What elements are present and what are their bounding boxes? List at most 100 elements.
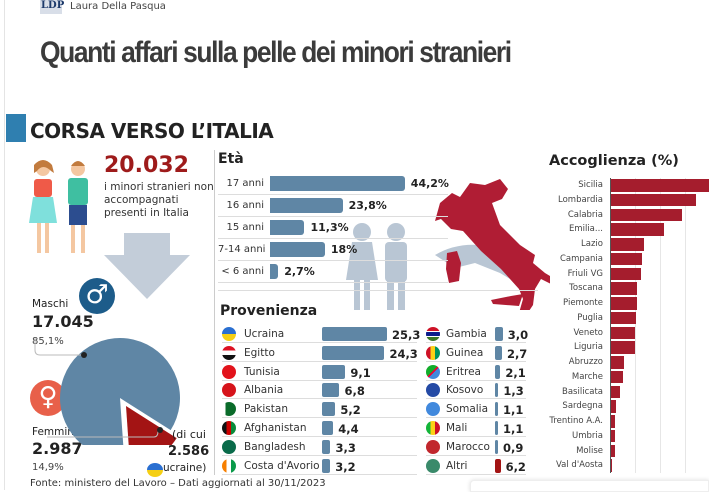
region-label: Sicilia (540, 180, 603, 190)
age-row-divider (218, 216, 448, 217)
region-label: Trentino A.A. (540, 416, 603, 426)
reception-chart-title: Accoglienza (%) (549, 153, 679, 169)
page-border (4, 0, 5, 490)
origin-row-divider (222, 342, 417, 343)
region-label: Abruzzo (540, 357, 603, 367)
region-bar (611, 238, 644, 251)
overlay-panel (470, 480, 709, 492)
origin-row-divider (426, 417, 526, 418)
origin-row-divider (426, 398, 526, 399)
author-name[interactable]: Laura Della Pasqua (70, 1, 166, 13)
female-leader-dot (157, 427, 163, 433)
region-bar (611, 327, 635, 340)
country-flag-icon (426, 402, 440, 416)
region-label: Calabria (540, 210, 603, 220)
ukraine-flag-icon (147, 463, 163, 477)
age-row-divider (218, 194, 448, 195)
region-label: Molise (540, 446, 603, 456)
origin-bar (322, 327, 387, 341)
country-name: Pakistan (244, 403, 288, 415)
region-bar (611, 400, 616, 413)
origin-value: 4,4 (338, 422, 358, 436)
region-label: Lombardia (540, 195, 603, 205)
age-value: 11,3% (310, 221, 348, 234)
country-flag-icon (222, 365, 236, 379)
origin-value: 1,1 (503, 422, 523, 436)
age-label: < 6 anni (218, 266, 264, 277)
region-label: Umbria (540, 431, 603, 441)
origin-value: 2,1 (505, 366, 525, 380)
country-flag-icon (426, 421, 440, 435)
age-bar (270, 176, 405, 191)
age-value: 44,2% (411, 177, 449, 190)
region-label: Lazio (540, 239, 603, 249)
children-illustration-icon (26, 155, 98, 260)
origin-value: 5,2 (340, 403, 360, 417)
total-count: 20.032 (104, 153, 189, 178)
region-bar (611, 371, 623, 384)
country-name: Costa d'Avorio (244, 460, 320, 472)
region-bar (611, 386, 620, 399)
origin-bar (322, 459, 330, 473)
male-leader-dot (81, 352, 87, 358)
country-name: Gambia (446, 328, 487, 340)
origin-bar (322, 440, 330, 454)
age-bar (270, 220, 304, 235)
country-name: Kosovo (446, 384, 483, 396)
country-name: Altri (446, 460, 467, 472)
country-flag-icon (426, 327, 440, 341)
age-chart-title: Età (218, 151, 244, 167)
ukrainian-note-prefix: (di cui (172, 428, 206, 441)
country-flag-icon (222, 346, 236, 360)
region-bar (611, 415, 615, 428)
age-label: 15 anni (218, 222, 264, 233)
age-value: 23,8% (349, 199, 387, 212)
origin-bar (495, 459, 501, 473)
origin-row-divider (426, 342, 526, 343)
headline: Quanti affari sulla pelle dei minori str… (40, 36, 511, 70)
age-row-divider (218, 238, 448, 239)
region-bar (611, 445, 615, 458)
origin-value: 6,8 (344, 384, 364, 398)
country-name: Ucraina (244, 328, 284, 340)
region-label: Piemonte (540, 298, 603, 308)
gender-pie-chart (30, 325, 190, 445)
country-flag-icon (222, 383, 236, 397)
origin-bar (322, 402, 335, 416)
origin-value: 1,1 (503, 403, 523, 417)
age-value: 2,7% (284, 265, 315, 278)
region-bar (611, 223, 664, 236)
region-label: Emilia... (540, 224, 603, 234)
origin-chart-title: Provenienza (220, 303, 317, 319)
country-name: Guinea (446, 347, 483, 359)
country-flag-icon (426, 365, 440, 379)
map-sicily (491, 294, 523, 306)
origin-bar (495, 402, 498, 416)
region-label: Puglia (540, 313, 603, 323)
origin-value: 2,7 (507, 347, 527, 361)
region-label: Toscana (540, 283, 603, 293)
region-label: Basilicata (540, 387, 603, 397)
gridline (685, 178, 686, 473)
origin-value: 3,2 (335, 460, 355, 474)
region-label: Veneto (540, 328, 603, 338)
origin-bar (322, 346, 384, 360)
origin-value: 3,3 (335, 441, 355, 455)
country-name: Egitto (244, 347, 275, 359)
origin-bar (322, 421, 333, 435)
country-name: Mali (446, 422, 467, 434)
origin-bar (322, 365, 345, 379)
country-name: Afghanistan (244, 422, 307, 434)
section-divider (218, 290, 538, 291)
origin-value: 0,9 (503, 441, 523, 455)
region-label: Friuli VG (540, 269, 603, 279)
origin-row-divider (222, 474, 417, 475)
origin-value: 3,0 (508, 328, 528, 342)
origin-row-divider (426, 474, 526, 475)
country-flag-icon (426, 459, 440, 473)
region-label: Marche (540, 372, 603, 382)
country-name: Marocco (446, 441, 490, 453)
origin-bar (495, 365, 500, 379)
origin-bar (495, 383, 498, 397)
region-label: Liguria (540, 342, 603, 352)
